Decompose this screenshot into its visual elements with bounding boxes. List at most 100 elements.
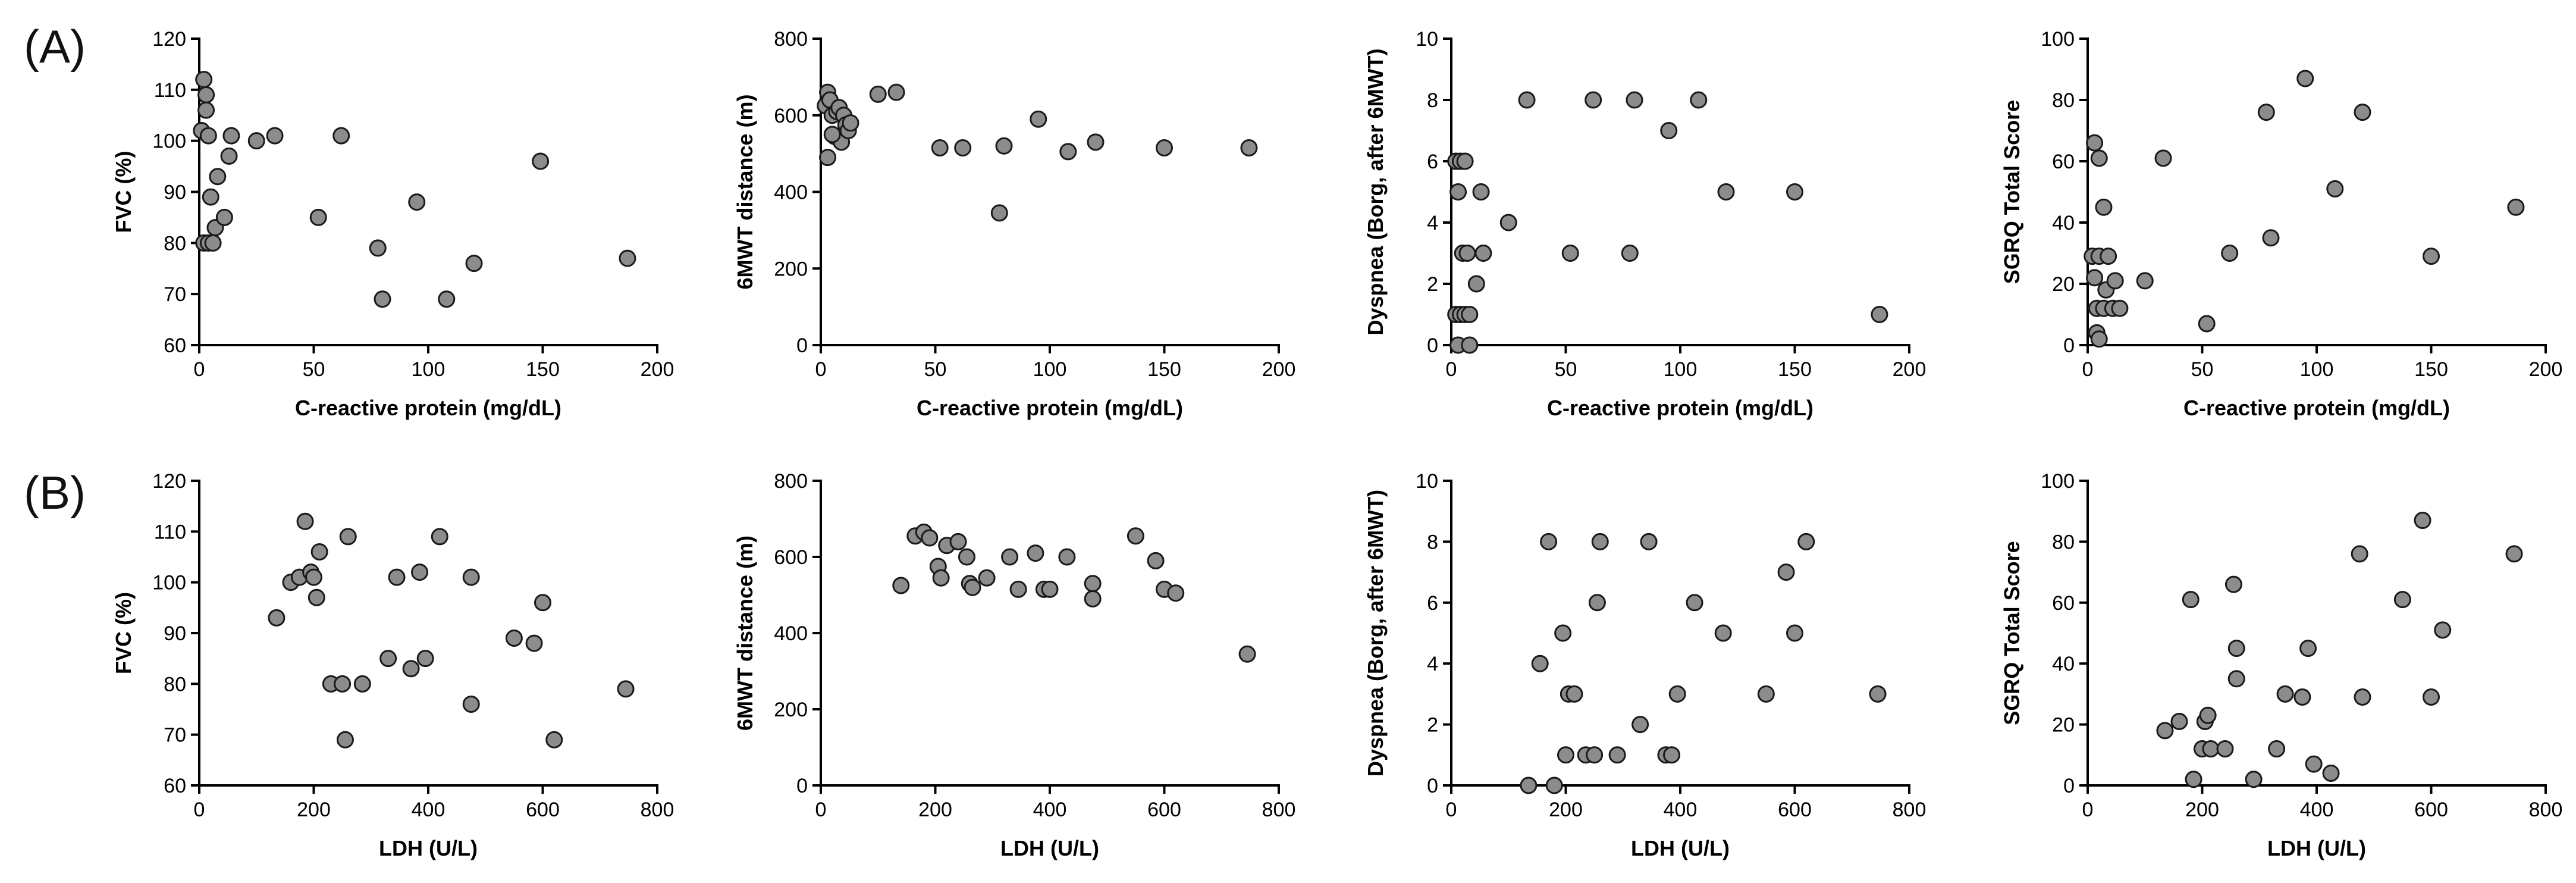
chart-b1-point-22	[525, 634, 543, 652]
chart-a2-x-tick-label-4: 200	[1262, 358, 1296, 381]
chart-a4-point-22	[2326, 180, 2344, 198]
chart-b4: 0 200 400 600 800 0 20 40 60 80 100 LDH (U/L) SGRQ T…	[2000, 470, 2562, 860]
chart-a2-point-17	[954, 139, 972, 156]
chart-a3-x-tick-label-0: 0	[1446, 358, 1457, 381]
chart-a2-y-tick-label-0: 0	[796, 334, 808, 357]
chart-b3-point-21	[1777, 563, 1795, 581]
chart-a3-point-17	[1561, 245, 1579, 262]
chart-b3-y-tick-label-5: 10	[1416, 470, 1438, 493]
chart-a3-point-16	[1518, 91, 1536, 109]
chart-b1-point-0	[268, 609, 285, 627]
chart-a1: 0 50 100 150 200 60 70 80 90 100 110 120 C-reactive …	[111, 28, 674, 420]
chart-b4-point-1	[2170, 712, 2188, 730]
chart-b2-point-13	[1009, 580, 1027, 598]
chart-b1-point-19	[462, 568, 480, 586]
chart-a3-point-15	[1499, 214, 1517, 231]
chart-b4-y-axis-title: SGRQ Total Score	[2000, 541, 2024, 725]
chart-a1-point-11	[215, 208, 233, 226]
chart-b4-point-2	[2182, 591, 2200, 609]
chart-b1-point-25	[617, 680, 635, 698]
chart-a4-y-tick-label-5: 100	[2041, 28, 2075, 51]
chart-b1-point-5	[305, 568, 322, 586]
chart-b2-x-tick-label-3: 600	[1147, 799, 1181, 821]
chart-b1-point-15	[402, 660, 420, 678]
chart-b2-point-10	[964, 578, 981, 596]
chart-b3-point-10	[1588, 594, 1606, 612]
chart-a2-y-tick-label-1: 200	[774, 258, 808, 280]
chart-b4-point-8	[2216, 740, 2234, 758]
chart-a1-point-24	[619, 249, 636, 267]
chart-b1-point-12	[353, 675, 371, 693]
chart-a3-point-20	[1626, 91, 1643, 109]
chart-a1-x-tick-label-0: 0	[194, 358, 205, 381]
chart-a4-point-6	[2086, 269, 2104, 287]
chart-a1-x-tick-label-3: 150	[526, 358, 560, 381]
chart-b3-point-17	[1668, 685, 1686, 703]
chart-a4-point-12	[2111, 299, 2129, 317]
chart-b2-point-7	[949, 533, 967, 550]
chart-b4-point-9	[2224, 575, 2242, 593]
chart-a3-point-3	[1449, 183, 1467, 201]
chart-b2-point-16	[1041, 580, 1059, 598]
chart-b2-y-tick-label-3: 600	[774, 546, 808, 569]
chart-a2-point-21	[1059, 143, 1077, 161]
chart-b4-point-25	[2505, 545, 2523, 563]
chart-a3-x-tick-label-3: 150	[1778, 358, 1812, 381]
chart-b2-point-14	[1027, 544, 1044, 562]
chart-b3-point-12	[1608, 746, 1626, 764]
chart-b3-x-tick-label-3: 600	[1778, 799, 1812, 821]
chart-b2-y-tick-label-2: 400	[774, 622, 808, 645]
chart-b3-point-0	[1520, 776, 1538, 794]
chart-b1: 0 200 400 600 800 60 70 80 90 100 110 120 LDH (U/L) F…	[111, 470, 674, 860]
chart-b1-y-tick-label-5: 110	[154, 521, 186, 543]
chart-a2: 0 50 100 150 200 0 200 400 600 800 C-reactive prot…	[733, 28, 1295, 420]
chart-b3-x-tick-label-2: 400	[1664, 799, 1698, 821]
chart-a1-x-tick-label-1: 50	[303, 358, 325, 381]
chart-b2-point-0	[892, 577, 910, 594]
chart-a1-y-axis-title: FVC (%)	[111, 151, 136, 233]
charts-container: 0 50 100 150 20060708090100110120C-reactive …	[111, 28, 2562, 860]
chart-a3-point-13	[1472, 183, 1490, 201]
chart-b4-x-tick-label-1: 200	[2185, 799, 2219, 821]
chart-a1-point-1	[195, 71, 213, 89]
chart-b1-y-tick-label-2: 80	[164, 673, 186, 696]
chart-a1-point-3	[197, 101, 215, 119]
chart-b4-point-19	[2351, 545, 2368, 563]
chart-a1-y-tick-label-2: 80	[164, 232, 186, 255]
chart-a1-point-16	[332, 127, 350, 145]
chart-b4-x-tick-label-2: 400	[2300, 799, 2334, 821]
chart-a4-y-tick-label-4: 80	[2052, 89, 2075, 112]
chart-a2-y-tick-label-4: 800	[774, 28, 808, 51]
chart-a4-point-16	[2154, 149, 2172, 167]
chart-a3-x-tick-label-1: 50	[1555, 358, 1577, 381]
chart-b3: 0 200 400 600 800 0 2 4 6 8 10 LDH (U/L) Dyspnea (Bo…	[1363, 470, 1926, 860]
panel-label-b: (B)	[24, 466, 86, 519]
chart-a4-point-1	[2090, 149, 2108, 167]
chart-a1-y-tick-label-3: 90	[164, 181, 186, 204]
chart-b1-x-tick-label-0: 0	[194, 799, 205, 821]
chart-a4-x-tick-label-4: 200	[2529, 358, 2563, 381]
chart-b3-y-tick-label-3: 6	[1427, 592, 1438, 615]
chart-b1-point-23	[534, 594, 551, 612]
chart-a2-point-11	[842, 114, 859, 132]
chart-b2-y-tick-label-4: 800	[774, 470, 808, 493]
chart-a1-point-2	[197, 86, 215, 104]
chart-a1-y-tick-label-4: 100	[152, 130, 186, 153]
chart-a1-y-tick-label-1: 70	[164, 283, 186, 306]
chart-a3-point-14	[1474, 245, 1492, 262]
chart-b3-point-5	[1557, 746, 1574, 764]
chart-b2-x-tick-label-1: 200	[918, 799, 952, 821]
chart-b1-y-axis-title: FVC (%)	[111, 592, 136, 674]
chart-b4-point-22	[2414, 512, 2431, 530]
chart-b3-y-tick-label-4: 8	[1427, 531, 1438, 553]
chart-a4-point-5	[2100, 248, 2117, 265]
chart-b4-x-tick-label-4: 800	[2529, 799, 2563, 821]
chart-a3-y-axis-title: Dyspnea (Borg, after 6MWT)	[1363, 48, 1388, 335]
chart-b2-y-tick-label-0: 0	[796, 775, 808, 797]
chart-b4-point-15	[2293, 688, 2311, 706]
chart-a2-x-tick-label-3: 150	[1147, 358, 1181, 381]
chart-a1-point-15	[266, 127, 284, 145]
chart-a4-point-24	[2423, 248, 2440, 265]
chart-a3-y-tick-label-0: 0	[1427, 334, 1438, 357]
chart-a4-point-14	[2090, 330, 2108, 348]
